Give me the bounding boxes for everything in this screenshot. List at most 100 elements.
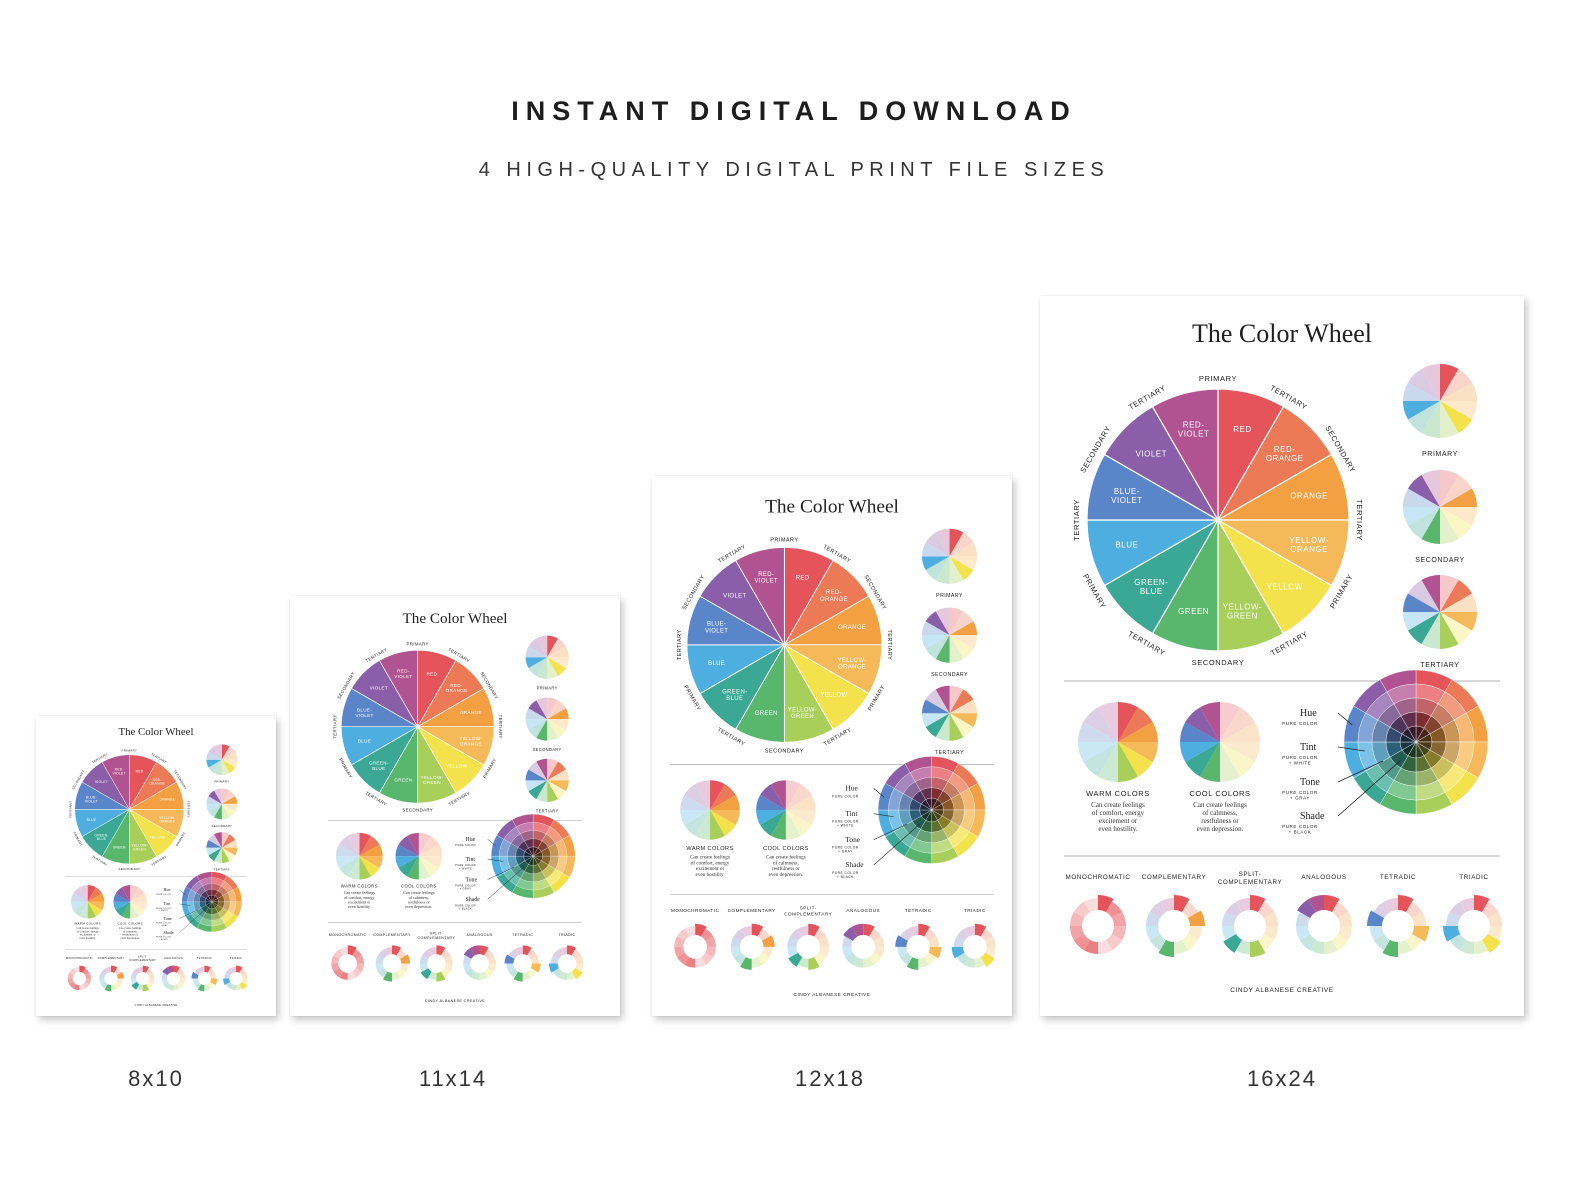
cool-colors-text: even depression. bbox=[769, 872, 804, 878]
harmony-segment bbox=[751, 957, 763, 968]
mini-wheel-segment bbox=[935, 607, 950, 636]
harmony-segment bbox=[869, 928, 882, 941]
mini-wheel-segment bbox=[525, 646, 548, 658]
harmony-segment bbox=[1332, 901, 1349, 918]
harmony-segment bbox=[479, 971, 488, 980]
mini-wheel-segment bbox=[221, 790, 236, 804]
harmony-segment bbox=[146, 981, 153, 989]
harmony-segment bbox=[375, 955, 384, 964]
wheel-segment bbox=[1078, 722, 1118, 742]
harmony-segment bbox=[951, 946, 965, 959]
hue-item-tone: Tone bbox=[164, 916, 172, 921]
warm-colors-text: excitement or bbox=[80, 933, 96, 937]
wheel-segment bbox=[359, 844, 383, 857]
hue-item-tint: Tint bbox=[845, 809, 858, 818]
wheel-segment bbox=[1220, 742, 1260, 762]
warm-colors-text: Can create feelings bbox=[1091, 801, 1145, 809]
warm-colors-text: of comfort, energy bbox=[344, 895, 375, 901]
harmony-label: TRIADIC bbox=[1459, 874, 1488, 881]
harmony-segment bbox=[730, 936, 742, 947]
harmony-wheel bbox=[99, 965, 124, 992]
harmony-segment bbox=[964, 926, 975, 937]
pointer-line bbox=[873, 788, 885, 798]
harmony-label: COMPLEMENTARY bbox=[418, 936, 456, 940]
harmony-segment bbox=[895, 935, 908, 947]
harmony-segment bbox=[787, 946, 798, 958]
mini-wheel-segment bbox=[221, 796, 238, 804]
mini-wheel-segment bbox=[1440, 401, 1477, 420]
mini-wheel-secondary bbox=[525, 697, 569, 741]
harmony-segment bbox=[104, 984, 111, 992]
harmony-wheel bbox=[1367, 895, 1429, 957]
harmony-segment bbox=[1149, 934, 1166, 951]
ring-label: TERTIARY bbox=[677, 629, 683, 660]
harmony-segment bbox=[1367, 910, 1385, 926]
mini-wheel-segment bbox=[221, 834, 236, 848]
wheel-segment-label: RED- bbox=[115, 768, 124, 772]
harmony-segment bbox=[843, 926, 858, 941]
hue-item-sub: + GRAY bbox=[159, 924, 168, 927]
harmony-segment bbox=[527, 949, 537, 959]
mini-wheel-segment bbox=[525, 780, 548, 792]
harmony-segment bbox=[506, 963, 515, 972]
harmony-segment bbox=[1106, 901, 1123, 918]
harmony-segment bbox=[463, 947, 475, 959]
mini-wheel-segment bbox=[949, 635, 964, 663]
wheel-segment-label: RED- bbox=[153, 778, 162, 782]
wheel-segment-label: RED- bbox=[826, 590, 842, 596]
harmony-label: TRIADIC bbox=[558, 933, 575, 937]
wheel-segment-label: RED bbox=[1233, 425, 1251, 434]
mini-wheel-segment bbox=[528, 657, 548, 676]
harmony-label: SPLIT- bbox=[430, 931, 444, 935]
harmony-segment bbox=[504, 954, 515, 964]
cool-colors-text: restfulness or bbox=[1201, 817, 1239, 825]
harmony-segment bbox=[161, 972, 168, 979]
pointer-line bbox=[1337, 760, 1401, 817]
hue-item-sub: + WHITE bbox=[459, 866, 472, 870]
wheel-segment bbox=[339, 835, 360, 857]
mini-wheel-segment bbox=[221, 847, 238, 856]
harmony-segment bbox=[79, 965, 86, 973]
pointer-line bbox=[179, 909, 199, 919]
harmony-segment bbox=[1460, 939, 1474, 954]
mini-wheel-segment bbox=[208, 834, 222, 848]
hue-item-sub: PURE COLOR bbox=[156, 923, 171, 925]
ring-label: TERTIARY bbox=[186, 801, 190, 818]
harmony-segment bbox=[73, 966, 80, 973]
wheel-segment bbox=[336, 856, 360, 868]
wheel-segment bbox=[1078, 742, 1118, 762]
harmony-segment bbox=[1070, 926, 1085, 940]
mini-wheel-segment bbox=[206, 759, 222, 768]
harmony-segment bbox=[964, 957, 975, 968]
harmony-segment bbox=[567, 971, 576, 980]
wheel-segment-label: ORANGE bbox=[460, 741, 482, 746]
wheel-segment-label: GREEN bbox=[791, 714, 814, 720]
mini-wheel-segment bbox=[935, 713, 950, 741]
mini-wheel-segment bbox=[1440, 612, 1459, 649]
harmony-segment bbox=[207, 968, 215, 976]
wheel-segment bbox=[710, 809, 740, 825]
mini-wheel-tertiary bbox=[525, 758, 569, 802]
harmony-segment bbox=[1487, 912, 1502, 926]
harmony-segment bbox=[552, 949, 563, 959]
cool-colors-text: restfulness or bbox=[772, 865, 800, 872]
wheel-segment bbox=[115, 901, 131, 917]
wheel-segment bbox=[115, 887, 131, 902]
mini-wheel-segment bbox=[1440, 364, 1459, 401]
harmony-segment bbox=[701, 952, 714, 965]
hue-item-sub: PURE COLOR bbox=[832, 846, 859, 850]
wheel-segment bbox=[347, 832, 360, 857]
mini-wheel-segment bbox=[922, 621, 950, 636]
harmony-segment bbox=[114, 968, 122, 976]
wheel-segment-label: GREEN bbox=[1178, 607, 1209, 616]
mini-wheel-segment bbox=[922, 713, 950, 728]
harmony-segment bbox=[1308, 895, 1324, 913]
harmony-segment bbox=[897, 946, 908, 958]
hue-item-hue: Hue bbox=[1300, 708, 1317, 719]
mini-wheel-secondary bbox=[206, 788, 238, 820]
wheel-segment-label: GREEN- bbox=[722, 689, 747, 695]
harmony-segment bbox=[1296, 926, 1311, 940]
mini-wheel-segment bbox=[949, 542, 978, 557]
wheel-segment-label: ORANGE bbox=[820, 597, 848, 603]
mini-wheel-segment bbox=[221, 832, 230, 848]
